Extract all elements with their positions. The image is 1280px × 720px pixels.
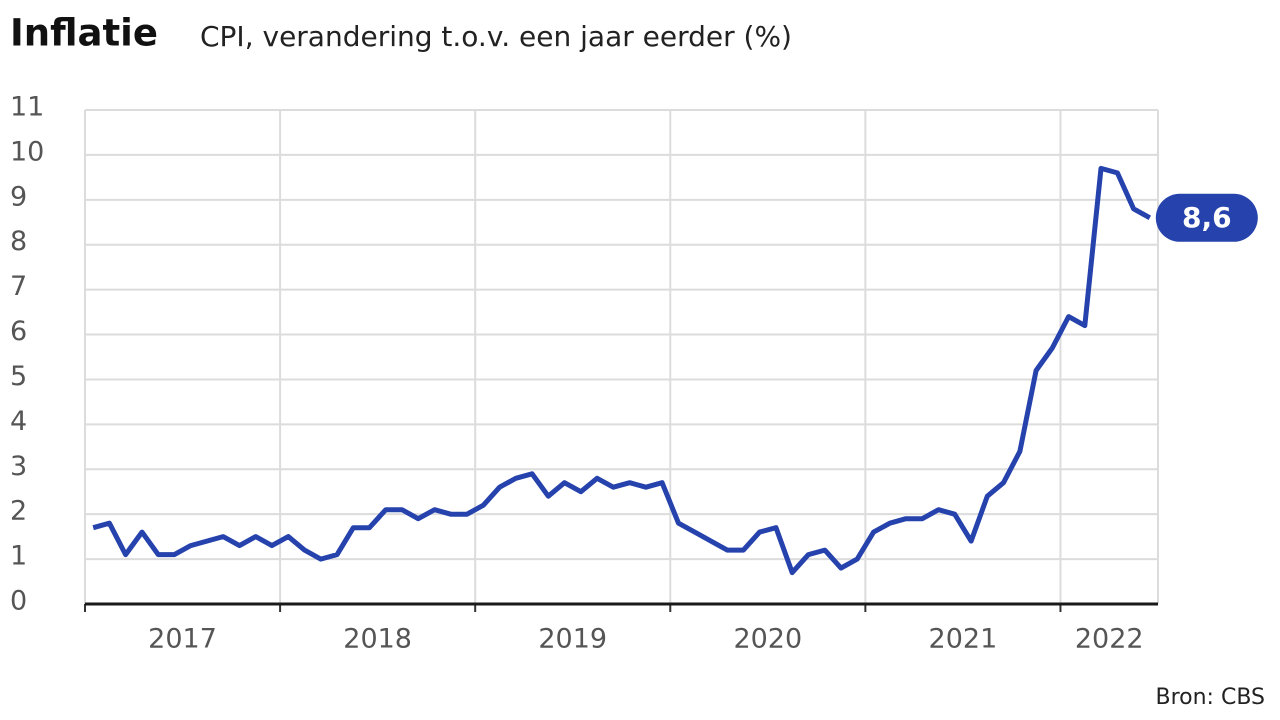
x-tick-label: 2017 xyxy=(148,624,217,655)
y-tick-label: 9 xyxy=(10,181,27,212)
chart-title: Inflatie xyxy=(10,12,158,55)
y-tick-label: 0 xyxy=(10,586,27,617)
x-tick-label: 2022 xyxy=(1075,624,1144,655)
y-tick-label: 8 xyxy=(10,226,27,257)
value-label: 8,6 xyxy=(1182,201,1232,234)
source: Bron: CBS xyxy=(1156,685,1266,710)
chart-subtitle: CPI, verandering t.o.v. een jaar eerder … xyxy=(200,20,792,53)
x-tick-label: 2021 xyxy=(929,624,998,655)
y-tick-label: 10 xyxy=(10,136,44,167)
data-line xyxy=(92,165,1152,576)
y-tick-label: 7 xyxy=(10,271,27,302)
x-tick-label: 2018 xyxy=(343,624,412,655)
y-tick-label: 1 xyxy=(10,541,27,572)
x-tick-label: 2019 xyxy=(538,624,607,655)
y-tick-label: 6 xyxy=(10,316,27,347)
y-tick-label: 5 xyxy=(10,361,27,392)
value-badge xyxy=(1155,193,1258,242)
y-tick-label: 2 xyxy=(10,496,27,527)
y-tick-label: 4 xyxy=(10,406,27,437)
y-tick-label: 11 xyxy=(10,92,44,123)
x-tick-label: 2020 xyxy=(733,624,802,655)
y-tick-label: 3 xyxy=(10,451,27,482)
